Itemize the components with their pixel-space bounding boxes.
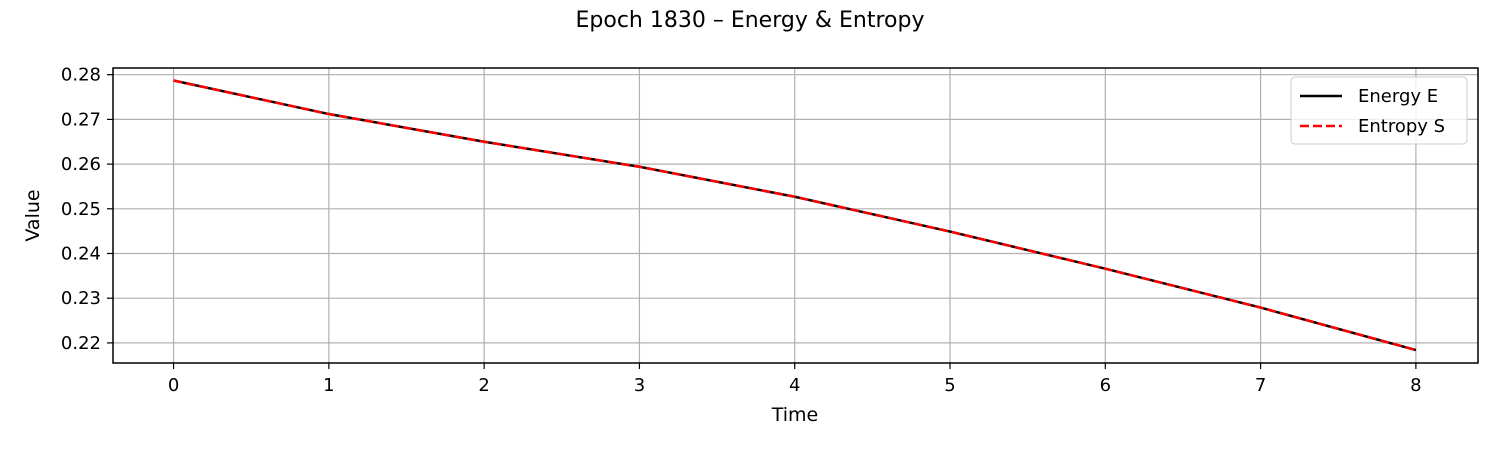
y-axis-ticks: 0.22 0.23 0.24 0.25 0.26 0.27 0.28 [61, 65, 113, 354]
x-axis-label: Time [771, 404, 819, 426]
x-tick-label: 7 [1255, 375, 1266, 396]
y-tick-label: 0.26 [61, 154, 101, 175]
legend-label-entropy: Entropy S [1358, 116, 1445, 137]
x-tick-label: 2 [478, 375, 489, 396]
y-tick-label: 0.24 [61, 243, 101, 264]
x-tick-label: 0 [168, 375, 179, 396]
y-tick-label: 0.23 [61, 288, 101, 309]
x-tick-label: 4 [789, 375, 800, 396]
series-layer [173, 79, 1417, 352]
series-line-entropy [173, 79, 1417, 352]
chart-title: Epoch 1830 – Energy & Entropy [576, 8, 925, 33]
x-tick-label: 5 [944, 375, 955, 396]
x-tick-label: 6 [1100, 375, 1111, 396]
chart-legend: Energy E Entropy S [1290, 76, 1468, 145]
legend-label-energy: Energy E [1358, 86, 1438, 107]
y-tick-label: 0.22 [61, 333, 101, 354]
x-axis-ticks: 0 1 2 3 4 5 6 7 8 [168, 363, 1422, 396]
x-tick-label: 3 [634, 375, 645, 396]
plot-area-frame [112, 67, 1479, 364]
y-tick-label: 0.27 [61, 109, 101, 130]
grid-lines [113, 68, 1478, 363]
y-tick-label: 0.25 [61, 199, 101, 220]
x-tick-label: 8 [1410, 375, 1421, 396]
x-tick-label: 1 [323, 375, 334, 396]
y-axis-label: Value [22, 189, 44, 241]
y-tick-label: 0.28 [61, 65, 101, 86]
